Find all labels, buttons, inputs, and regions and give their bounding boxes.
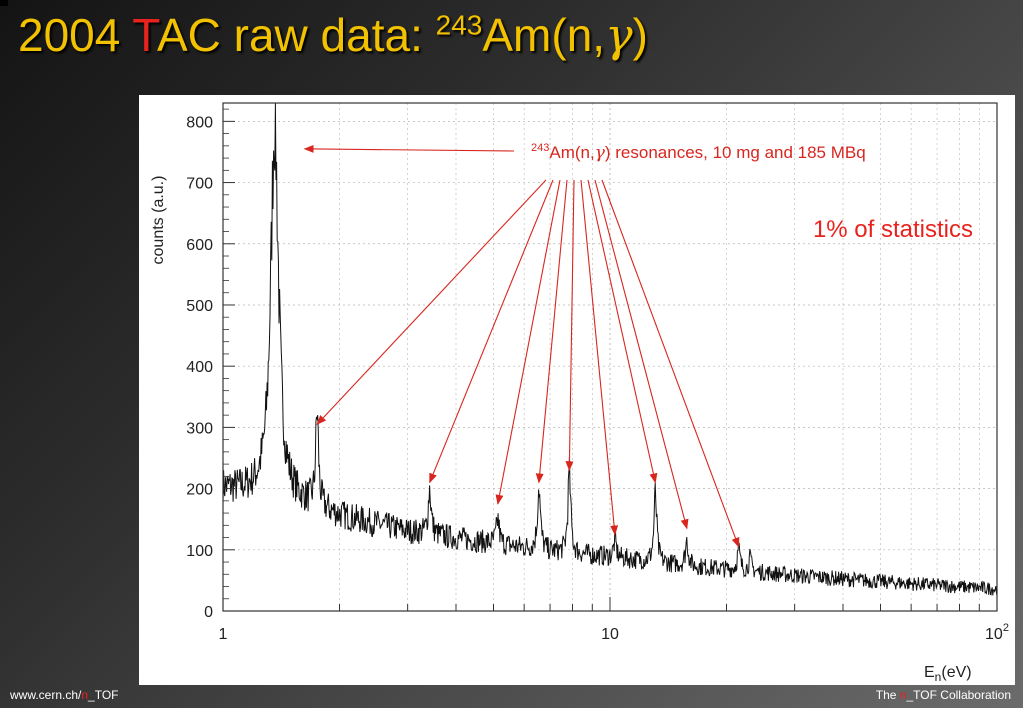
y-tick-label: 200 [186,482,213,499]
spectrum-line [222,102,998,596]
annotation-isotope-mass: 243 [531,142,549,154]
annotation-am: Am(n, [549,143,594,162]
resonance-annotation: 243Am(n,γ) resonances, 10 mg and 185 MBq [531,142,866,163]
resonance-arrow [580,179,619,536]
title-isotope-mass: 243 [435,9,483,41]
title-t-letter: T [132,9,157,61]
y-axis-label: counts (a.u.) [150,176,167,265]
resonance-arrow [565,179,575,472]
footer-website: www.cern.ch/n_TOF [10,688,119,702]
y-tick-label: 700 [186,176,213,193]
x-axis-label: En(eV) [924,664,972,684]
y-tick-label: 500 [186,298,213,315]
tac-spectrum-chart: 0 100 200 300 400 500 600 700 800 1 10 102 counts (… [150,102,1009,684]
resonance-arrow [535,179,568,484]
x-tick-label: 102 [985,622,1009,643]
resonance-arrow [594,179,689,530]
plot-panel: 0 100 200 300 400 500 600 700 800 1 10 102 counts (… [139,95,1015,685]
resonance-arrow [601,179,740,548]
corner-mark [0,0,8,6]
title-middle: AC raw data: [156,9,436,61]
axis-layer: 0 100 200 300 400 500 600 700 800 1 10 102 [186,102,1009,643]
y-tick-label: 800 [186,114,213,131]
y-tick-label: 300 [186,420,213,437]
footer-website-prefix: www.cern.ch/ [10,688,82,702]
slide-title: 2004 TAC raw data: 243Am(n,γ) [18,8,648,62]
footer-collab-suffix: _TOF Collaboration [906,688,1012,702]
y-tick-label: 100 [186,543,213,560]
title-close: ) [632,9,648,61]
x-axis-label-main: E [924,664,935,681]
resonance-arrow [495,179,561,505]
annotation-rest: ) resonances, 10 mg and 185 MBq [605,143,866,162]
annotation-gamma: γ [595,143,606,163]
resonance-arrow [316,179,547,426]
y-tick-label: 0 [204,604,213,621]
x-tick-label: 1 [219,626,228,643]
footer-collab-prefix: The [875,688,900,702]
title-prefix: 2004 [18,9,133,61]
x-axis-label-sub: n [935,670,942,684]
footer-website-n: n [81,688,89,702]
main-peak-arrow [303,144,515,153]
footer-collaboration: The n_TOF Collaboration [876,688,1011,702]
title-am: Am(n, [482,9,606,61]
grid-layer [223,103,997,611]
statistics-note: 1% of statistics [813,216,973,243]
x-tick-label: 10 [601,626,619,643]
y-tick-label: 600 [186,237,213,254]
resonance-arrow [429,179,554,484]
annotation-layer [303,144,740,548]
data-layer [222,102,998,596]
resonance-arrow [587,179,658,484]
footer-collab-n: n [899,688,907,702]
x-axis-label-unit: (eV) [941,664,971,681]
title-gamma: γ [605,8,633,62]
y-tick-label: 400 [186,359,213,376]
footer-website-suffix: _TOF [88,688,119,702]
